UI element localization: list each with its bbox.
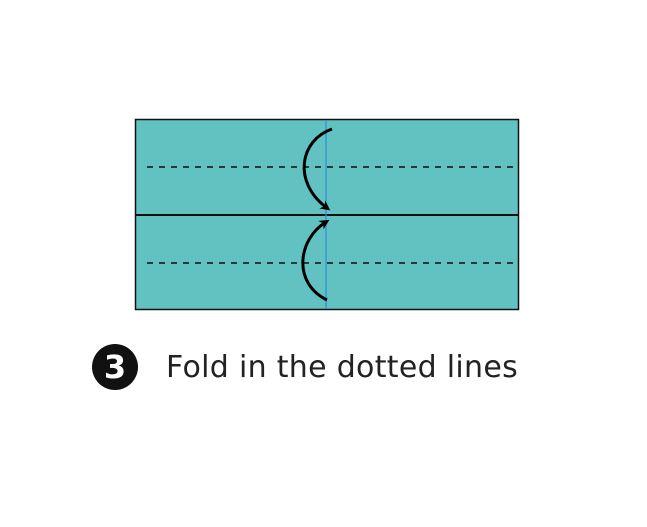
step-number-badge: 3 [92, 344, 138, 390]
step-instruction-row: 3 Fold in the dotted lines [92, 342, 518, 392]
step-instruction-text: Fold in the dotted lines [166, 349, 519, 385]
curved-arrow-down-icon [302, 127, 333, 211]
curved-arrow-up-icon [301, 219, 330, 302]
